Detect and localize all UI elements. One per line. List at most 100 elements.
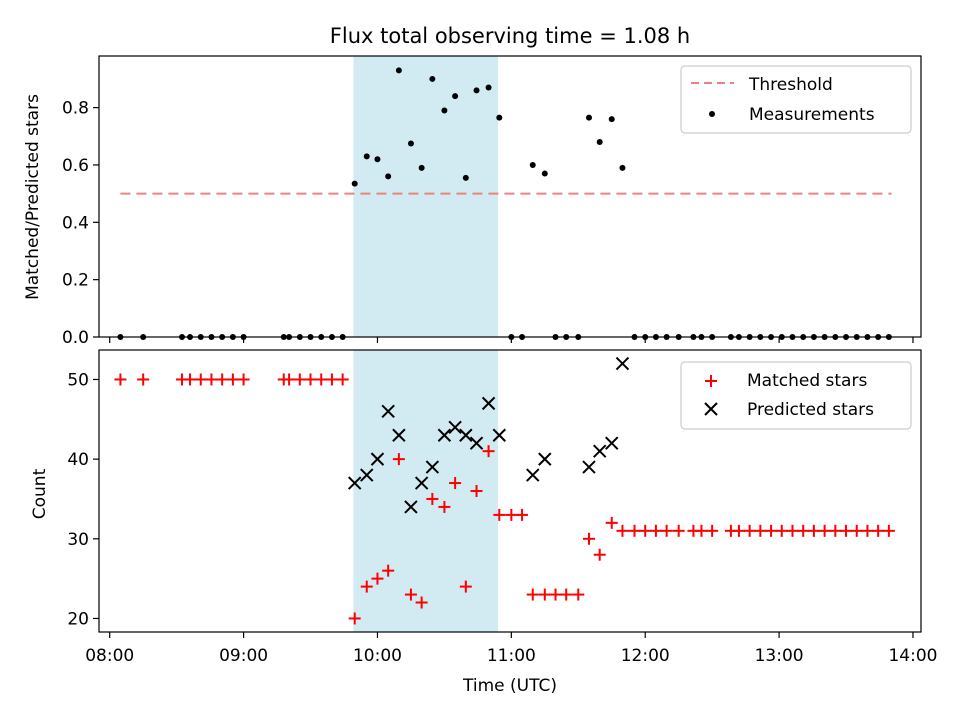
bottom-axes-frame [98, 349, 922, 633]
xtick-label: 09:00 [219, 646, 268, 666]
legend-predicted-swatch [704, 402, 718, 416]
legend-matched-swatch [705, 375, 717, 387]
matched-stars-point [775, 524, 788, 537]
measurement-point [363, 153, 370, 160]
matched-stars-point [872, 524, 885, 537]
predicted-stars-point [582, 460, 596, 474]
measurement-point [596, 139, 603, 146]
matched-stars-point [882, 524, 895, 537]
predicted-stars-point [370, 452, 385, 466]
matched-stars-point [786, 524, 799, 537]
matched-stars-point [415, 596, 428, 609]
matched-stars-point [840, 524, 853, 537]
matched-stars-point [438, 500, 451, 513]
matched-stars-point [526, 588, 539, 601]
predicted-stars-point [605, 436, 619, 450]
ytick-label: 0.2 [62, 271, 89, 291]
matched-stars-point [639, 524, 652, 537]
measurement-point [473, 87, 480, 94]
measurement-point [485, 84, 492, 91]
matched-stars-point [628, 524, 641, 537]
ytick-label: 50 [67, 370, 89, 390]
matched-stars-point [672, 524, 685, 537]
matched-stars-point [470, 485, 483, 497]
matched-stars-point [797, 524, 810, 537]
ytick-label: 0.4 [62, 213, 89, 233]
legend-matched-label: Matched stars [747, 371, 867, 391]
ytick-label: 0.0 [62, 328, 89, 348]
matched-stars-point [426, 492, 439, 505]
matched-stars-point [205, 373, 218, 386]
measurement-point [585, 114, 592, 121]
matched-stars-point [459, 580, 472, 593]
matched-stars-point [482, 445, 495, 458]
matched-stars-point [237, 373, 250, 386]
ytick-label: 20 [67, 609, 89, 629]
chart-title: Flux total observing time = 1.08 h [330, 24, 690, 48]
matched-stars-point [807, 524, 820, 537]
legend-measurements-label: Measurements [749, 105, 875, 125]
matched-stars-point [336, 373, 349, 386]
predicted-stars-point [592, 444, 607, 458]
xtick-label: 08:00 [85, 646, 134, 666]
predicted-stars-point [404, 500, 418, 514]
matched-stars-point [593, 548, 606, 561]
legend-measurements-swatch [709, 111, 715, 117]
predicted-stars-point [414, 476, 429, 490]
matched-stars-point [754, 524, 767, 537]
matched-stars-point [226, 373, 239, 386]
top-ylabel: Matched/Predicted stars [23, 94, 43, 300]
matched-stars-point [732, 524, 745, 537]
measurement-point [374, 156, 381, 163]
predicted-stars-point [448, 420, 462, 434]
matched-stars-point [649, 524, 662, 537]
matched-stars-point [616, 524, 629, 537]
matched-stars-point [549, 588, 562, 601]
measurement-point [429, 75, 436, 82]
matched-stars-point [293, 373, 306, 386]
measurement-point [351, 180, 358, 187]
matched-stars-point [493, 508, 506, 521]
bottom-ylabel: Count [30, 468, 50, 519]
matched-stars-point [137, 373, 150, 386]
bottom-panel: 20 30 40 50 08:00 09:00 10:00 11:00 12:00 13:00 1… [30, 349, 937, 696]
matched-stars-point [538, 588, 551, 601]
top-legend-box [680, 65, 912, 134]
predicted-stars-point [469, 436, 484, 450]
bottom-legend: Matched stars Predicted stars [680, 361, 912, 430]
matched-stars-point [325, 373, 338, 386]
matched-stars-point [516, 508, 529, 521]
predicted-stars-point [425, 460, 440, 474]
ytick-label: 30 [67, 530, 89, 550]
ytick-label: 0.8 [62, 99, 89, 119]
matched-stars-point [184, 373, 197, 386]
matched-stars-point [765, 524, 778, 537]
measurement-point [541, 170, 548, 177]
matched-stars-point [315, 373, 328, 386]
xtick-label: 13:00 [755, 646, 804, 666]
measurement-point [608, 116, 615, 123]
matched-stars-point [582, 532, 595, 545]
matched-stars-point [861, 524, 874, 537]
predicted-stars-point [615, 356, 630, 371]
xtick-label: 10:00 [353, 646, 402, 666]
matched-stars-point [706, 524, 719, 537]
predicted-stars-point [392, 428, 406, 442]
predicted-stars-point [360, 468, 374, 482]
predicted-stars-point [381, 404, 395, 419]
legend-predicted-label: Predicted stars [747, 400, 874, 420]
predicted-stars-point [538, 452, 552, 466]
measurement-point [496, 114, 503, 121]
matched-stars-point [505, 508, 518, 521]
xtick-label: 12:00 [621, 646, 670, 666]
matched-stars-point [449, 477, 462, 490]
measurement-point [418, 164, 425, 171]
predicted-stars-point [437, 428, 452, 442]
matched-stars-point [695, 524, 708, 537]
top-shaded-span [353, 56, 498, 337]
matched-stars-point [829, 524, 842, 537]
measurement-point [462, 174, 469, 181]
matched-stars-point [392, 453, 405, 466]
measurement-point [619, 164, 626, 171]
